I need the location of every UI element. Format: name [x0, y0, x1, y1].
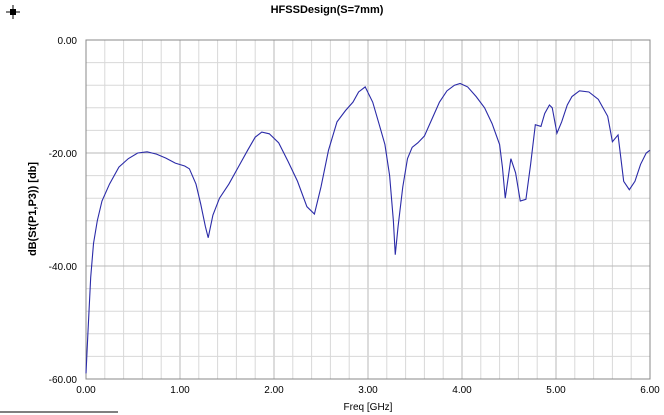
x-tick-label: 1.00: [170, 385, 190, 396]
x-tick-label: 0.00: [76, 385, 96, 396]
x-axis-label: Freq [GHz]: [344, 402, 393, 413]
y-tick-label: -20.00: [49, 149, 78, 160]
y-axis-label: dB(St(P1,P3)) [db]: [27, 162, 39, 256]
x-tick-label: 5.00: [546, 385, 566, 396]
x-tick-label: 2.00: [264, 385, 284, 396]
series-layer: [85, 82, 651, 374]
corner-marker-icon: [6, 5, 20, 19]
y-tick-label: -60.00: [49, 375, 78, 386]
x-axis-ticks: 0.00 1.00 2.00 3.00 4.00 5.00 6.00: [76, 385, 660, 396]
y-tick-label: -40.00: [49, 262, 78, 273]
y-axis-ticks: 0.00 -20.00 -40.00 -60.00: [49, 36, 78, 386]
grid: [85, 39, 651, 380]
x-tick-label: 3.00: [358, 385, 378, 396]
y-tick-label: 0.00: [58, 36, 78, 47]
plot-frame: [85, 39, 651, 380]
chart-title: HFSSDesign(S=7mm): [271, 4, 384, 16]
x-tick-label: 6.00: [640, 385, 660, 396]
series-line: [85, 82, 651, 374]
x-tick-label: 4.00: [452, 385, 472, 396]
